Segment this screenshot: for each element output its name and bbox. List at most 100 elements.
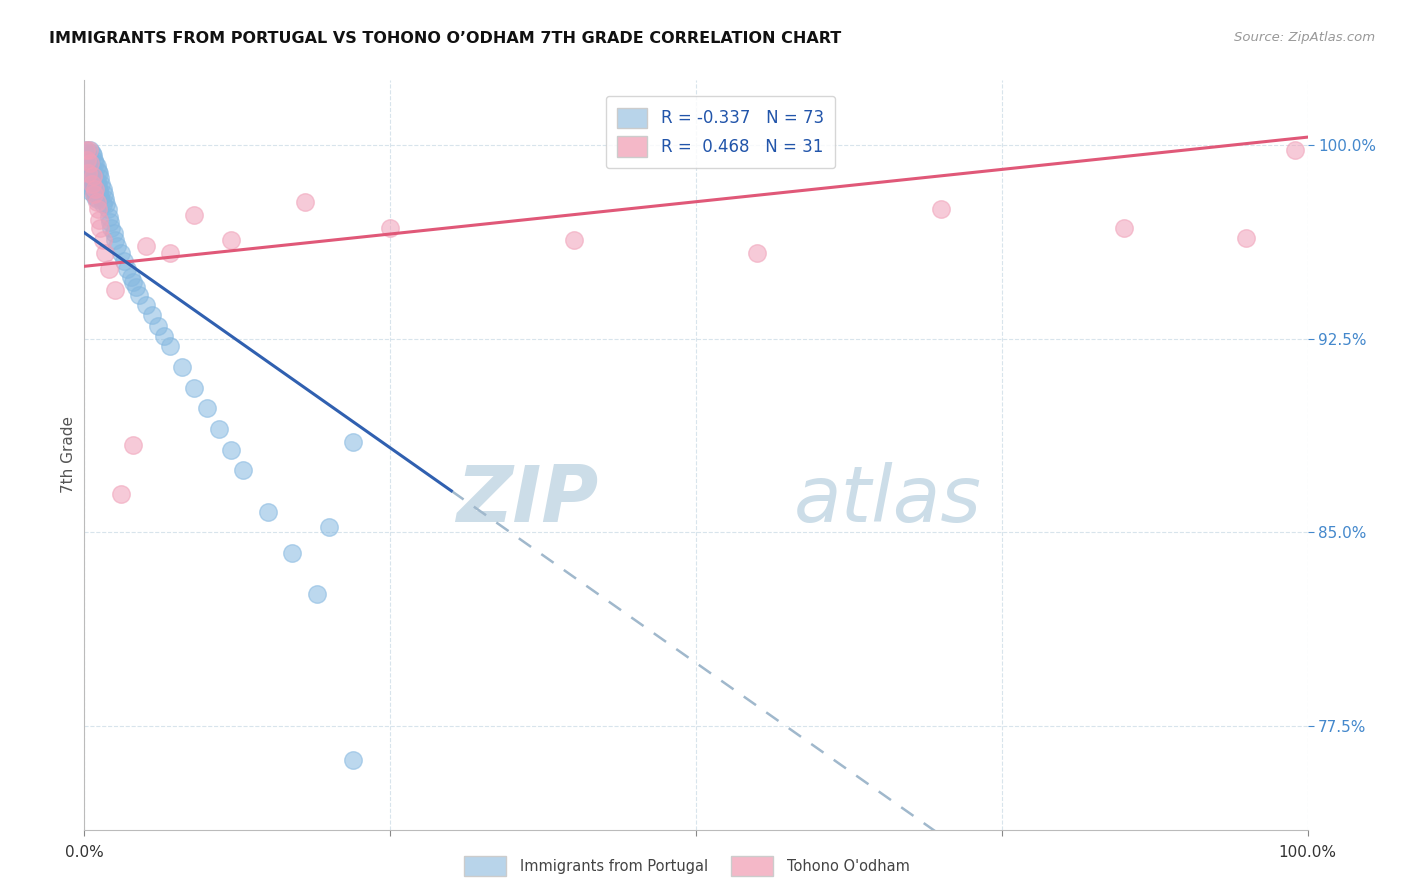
Point bbox=[80, 145, 103, 160]
Point bbox=[195, 401, 218, 416]
Text: 0.0%: 0.0% bbox=[65, 845, 104, 860]
Point bbox=[294, 194, 316, 209]
Point bbox=[87, 202, 110, 217]
Point bbox=[79, 143, 101, 157]
Point bbox=[232, 463, 254, 477]
Point bbox=[83, 186, 105, 201]
Point bbox=[122, 437, 145, 451]
Point bbox=[86, 192, 108, 206]
Text: Tohono O'odham: Tohono O'odham bbox=[787, 859, 910, 873]
Point bbox=[342, 753, 364, 767]
Point bbox=[76, 156, 98, 170]
Text: IMMIGRANTS FROM PORTUGAL VS TOHONO O’ODHAM 7TH GRADE CORRELATION CHART: IMMIGRANTS FROM PORTUGAL VS TOHONO O’ODH… bbox=[49, 31, 841, 46]
Point bbox=[89, 171, 111, 186]
Point bbox=[87, 166, 110, 180]
Point bbox=[100, 220, 122, 235]
Point bbox=[342, 435, 364, 450]
Point bbox=[104, 234, 127, 248]
Point bbox=[83, 186, 105, 201]
Point bbox=[91, 234, 114, 248]
Point bbox=[77, 179, 100, 194]
Point bbox=[219, 234, 242, 248]
Point bbox=[159, 339, 181, 353]
Point bbox=[79, 169, 101, 183]
Point bbox=[120, 269, 142, 284]
Point bbox=[94, 246, 117, 260]
Point bbox=[75, 153, 97, 168]
Point bbox=[84, 189, 107, 203]
Point bbox=[89, 220, 111, 235]
Point bbox=[208, 422, 231, 436]
Text: 100.0%: 100.0% bbox=[1278, 845, 1337, 860]
Point bbox=[159, 246, 181, 260]
Point bbox=[84, 171, 107, 186]
Point bbox=[86, 194, 108, 209]
Point bbox=[77, 163, 100, 178]
Point bbox=[76, 145, 98, 160]
Point bbox=[77, 166, 100, 180]
Point bbox=[183, 208, 205, 222]
Point bbox=[97, 261, 120, 276]
Point bbox=[89, 189, 111, 203]
Point bbox=[87, 179, 110, 194]
Point bbox=[75, 143, 97, 157]
Point bbox=[87, 163, 110, 178]
Point bbox=[77, 143, 100, 157]
Point bbox=[128, 287, 150, 301]
Point bbox=[79, 185, 101, 199]
Point bbox=[135, 238, 157, 252]
Point bbox=[84, 182, 107, 196]
Point bbox=[97, 211, 120, 225]
Point bbox=[79, 156, 101, 170]
Point bbox=[929, 202, 952, 217]
Point bbox=[82, 169, 104, 183]
Point bbox=[110, 486, 132, 500]
Point bbox=[135, 298, 157, 312]
Point bbox=[318, 520, 340, 534]
Point bbox=[90, 177, 112, 191]
Point bbox=[77, 148, 100, 162]
Point bbox=[257, 505, 280, 519]
Point bbox=[105, 238, 128, 252]
Point bbox=[146, 318, 169, 333]
Point bbox=[86, 174, 108, 188]
Text: atlas: atlas bbox=[794, 462, 981, 538]
Point bbox=[103, 226, 125, 240]
Point bbox=[79, 156, 101, 170]
Point bbox=[305, 587, 328, 601]
Point bbox=[562, 234, 585, 248]
Point bbox=[80, 161, 103, 175]
Point bbox=[86, 159, 108, 173]
Point bbox=[122, 275, 145, 289]
Point bbox=[172, 360, 194, 375]
Text: Source: ZipAtlas.com: Source: ZipAtlas.com bbox=[1234, 31, 1375, 45]
Point bbox=[77, 161, 100, 175]
Point bbox=[153, 329, 176, 343]
Point bbox=[219, 442, 242, 457]
Point bbox=[77, 174, 100, 188]
Point bbox=[112, 254, 135, 268]
Point bbox=[77, 151, 100, 165]
Point bbox=[82, 148, 104, 162]
Point bbox=[125, 280, 148, 294]
Point bbox=[94, 192, 117, 206]
Point bbox=[747, 246, 769, 260]
Point bbox=[80, 177, 103, 191]
Point bbox=[91, 182, 114, 196]
Point bbox=[75, 143, 97, 157]
Point bbox=[87, 212, 110, 227]
Point bbox=[141, 309, 163, 323]
Point bbox=[76, 153, 98, 168]
Point bbox=[380, 220, 402, 235]
Point bbox=[83, 153, 105, 168]
Point bbox=[97, 202, 120, 217]
Point bbox=[96, 197, 118, 211]
Point bbox=[110, 246, 132, 260]
Point bbox=[84, 156, 107, 170]
Text: ZIP: ZIP bbox=[456, 462, 598, 538]
Point bbox=[98, 215, 121, 229]
Text: Immigrants from Portugal: Immigrants from Portugal bbox=[520, 859, 709, 873]
Point bbox=[183, 381, 205, 395]
Point bbox=[1284, 143, 1306, 157]
Point bbox=[91, 197, 114, 211]
